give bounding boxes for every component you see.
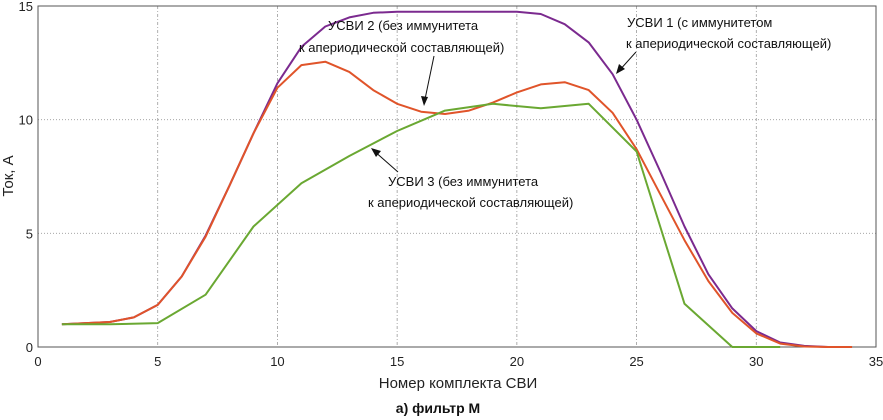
annotation-series-3-arrowhead	[371, 148, 381, 157]
annotation-series-1-line2: к апериодической составляющей)	[626, 36, 831, 51]
annotation-series-1-line1: УСВИ 1 (с иммунитетом	[627, 15, 772, 30]
plot-frame	[37, 5, 877, 348]
annotation-series-2: УСВИ 2 (без иммунитета к апериодической …	[299, 18, 504, 106]
annotation-series-2-line1: УСВИ 2 (без иммунитета	[328, 18, 479, 33]
annotation-series-2-arrowhead	[421, 96, 428, 106]
x-tick-label: 20	[510, 354, 524, 369]
x-tick-label: 35	[869, 354, 883, 369]
y-tick-label: 0	[26, 340, 33, 355]
x-tick-label: 15	[390, 354, 404, 369]
annotation-series-1: УСВИ 1 (с иммунитетом к апериодической с…	[616, 15, 831, 74]
series-layer	[61, 10, 853, 348]
x-tick-label: 30	[749, 354, 763, 369]
x-tick-label: 0	[34, 354, 41, 369]
annotation-series-2-line2: к апериодической составляющей)	[299, 40, 504, 55]
series-line-2	[61, 60, 853, 348]
x-tick-label: 5	[154, 354, 161, 369]
annotation-series-1-arrowhead	[616, 64, 625, 74]
grid	[38, 6, 876, 347]
y-axis-label: Ток, А	[0, 155, 17, 196]
tick-labels: 0 5 10 15 20 25 30 35 0 5 10 15	[19, 0, 883, 369]
annotation-series-3-line2: к апериодической составляющей)	[368, 195, 573, 210]
annotation-series-3: УСВИ 3 (без иммунитета к апериодической …	[368, 148, 573, 210]
y-tick-label: 15	[19, 0, 33, 14]
x-axis-label: Номер комплекта СВИ	[379, 375, 538, 392]
x-tick-label: 10	[270, 354, 284, 369]
series-line-3	[61, 102, 781, 348]
annotation-series-3-line1: УСВИ 3 (без иммунитета	[388, 174, 539, 189]
annotation-series-2-pointer	[423, 55, 435, 105]
y-tick-label: 5	[26, 226, 33, 241]
chart-caption: а) фильтр М	[396, 400, 480, 416]
y-tick-label: 10	[19, 113, 33, 128]
x-tick-label: 25	[629, 354, 643, 369]
